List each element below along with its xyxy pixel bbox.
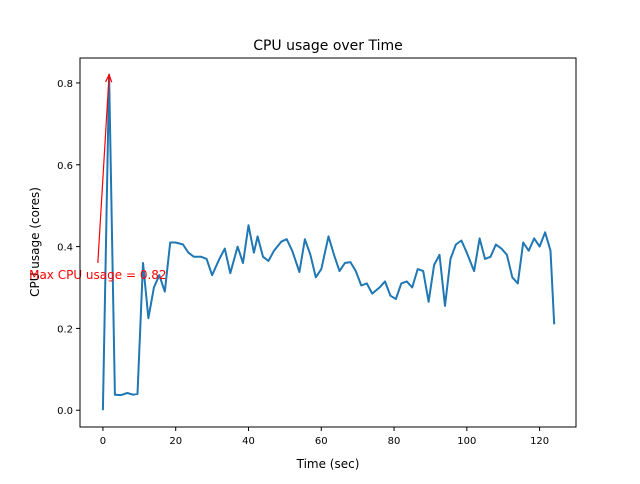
y-tick-label: 0.0	[57, 406, 73, 417]
y-tick-label: 0.6	[57, 161, 73, 172]
x-tick-label: 20	[169, 436, 182, 447]
chart-title: CPU usage over Time	[253, 38, 403, 54]
x-tick-label: 60	[315, 436, 328, 447]
x-tick-label: 0	[100, 436, 106, 447]
x-tick-label: 80	[388, 436, 401, 447]
x-tick-label: 100	[457, 436, 476, 447]
y-tick-label: 0.2	[57, 324, 73, 335]
y-tick-label: 0.8	[57, 79, 73, 90]
x-axis-label: Time (sec)	[296, 457, 360, 471]
y-tick-label: 0.4	[57, 243, 73, 254]
x-tick-label: 120	[530, 436, 549, 447]
x-tick-label: 40	[242, 436, 255, 447]
annotation-text: Max CPU usage = 0.82	[29, 268, 166, 282]
